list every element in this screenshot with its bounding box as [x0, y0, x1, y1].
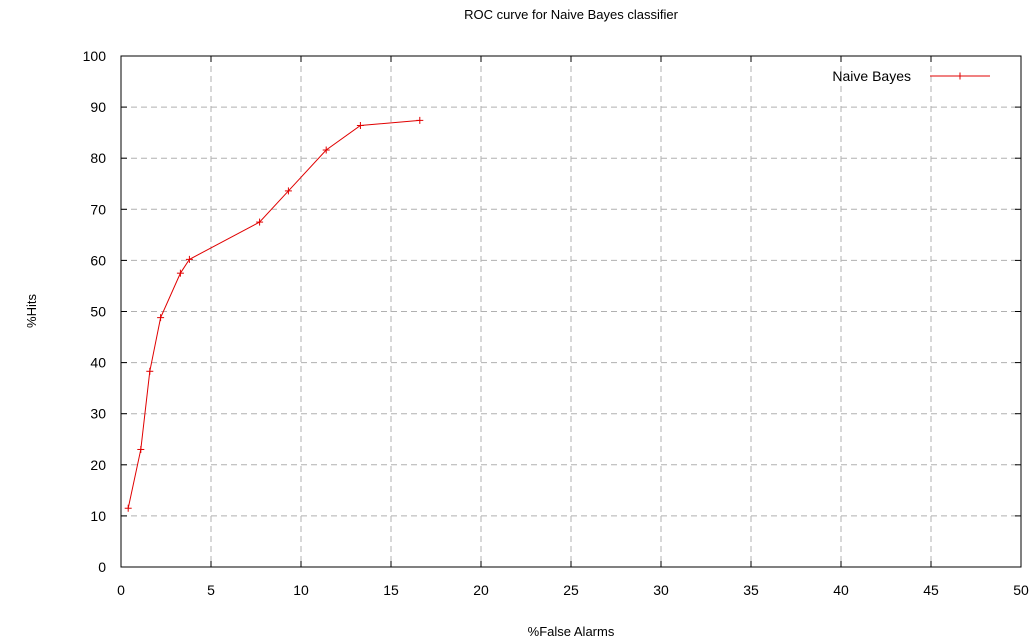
- data-point: [176, 269, 184, 277]
- data-point: [322, 146, 330, 154]
- x-tick-label: 35: [743, 582, 759, 598]
- x-tick-label: 0: [117, 582, 125, 598]
- x-tick-label: 15: [383, 582, 399, 598]
- y-axis-label: %Hits: [24, 294, 39, 328]
- x-tick-label: 20: [473, 582, 489, 598]
- legend: Naive Bayes: [832, 68, 990, 84]
- data-point: [185, 255, 193, 263]
- x-tick-label: 5: [207, 582, 215, 598]
- x-tick-label: 40: [833, 582, 849, 598]
- plot-frame: [120, 55, 1022, 568]
- series-layer: [124, 116, 424, 512]
- x-tick-label: 50: [1013, 582, 1029, 598]
- x-tick-label: 25: [563, 582, 579, 598]
- y-tick-label: 30: [90, 406, 106, 422]
- y-tick-label: 10: [90, 508, 106, 524]
- axis-ticks: 0 5 10 15 20 25 30 35 40 45 50 0 10 20 30 40 50 60 70 80 90 1…: [83, 48, 1029, 598]
- x-tick-label: 10: [293, 582, 309, 598]
- y-tick-label: 50: [90, 304, 106, 320]
- data-point: [356, 121, 364, 129]
- grid-lines: [121, 56, 1021, 567]
- legend-label-naive-bayes: Naive Bayes: [832, 68, 911, 84]
- x-tick-label: 45: [923, 582, 939, 598]
- y-tick-label: 0: [98, 559, 106, 575]
- data-point: [137, 445, 145, 453]
- data-point: [416, 116, 424, 124]
- series-line-naive-bayes: [127, 119, 420, 509]
- chart-title: ROC curve for Naive Bayes classifier: [464, 7, 679, 22]
- y-tick-label: 20: [90, 457, 106, 473]
- y-tick-label: 100: [83, 48, 107, 64]
- y-tick-label: 90: [90, 99, 106, 115]
- data-point: [256, 218, 264, 226]
- data-point: [157, 314, 165, 322]
- data-point: [146, 367, 154, 375]
- data-point: [124, 504, 132, 512]
- y-tick-label: 80: [90, 150, 106, 166]
- x-axis-label: %False Alarms: [528, 624, 615, 639]
- x-tick-label: 30: [653, 582, 669, 598]
- data-point: [284, 187, 292, 195]
- y-tick-label: 40: [90, 355, 106, 371]
- legend-marker: [956, 72, 964, 80]
- y-tick-label: 70: [90, 201, 106, 217]
- y-tick-label: 60: [90, 252, 106, 268]
